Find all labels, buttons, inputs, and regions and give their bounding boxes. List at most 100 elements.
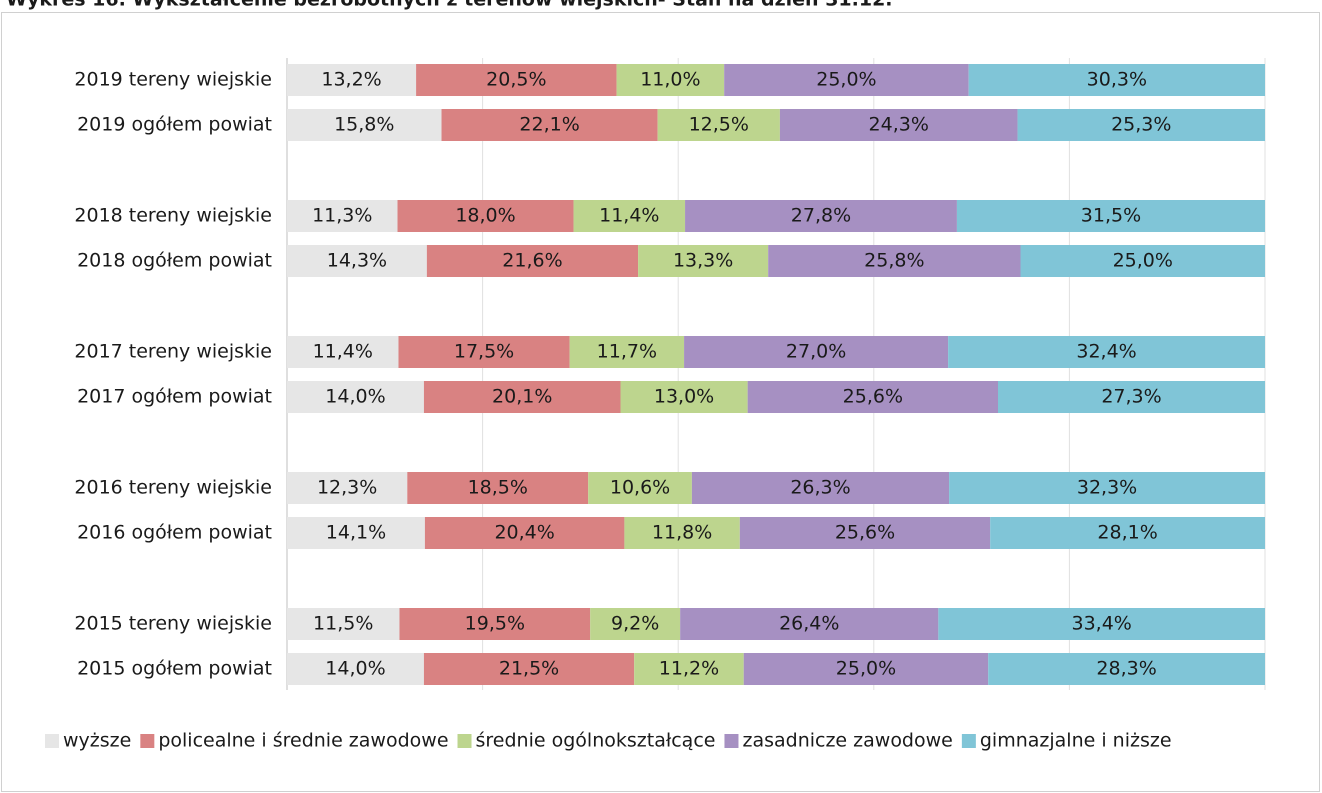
data-label: 11,3% (312, 205, 372, 227)
bar-segment (998, 381, 1265, 413)
bar-segment (398, 336, 570, 368)
bar-segment (287, 608, 400, 640)
bar-segment (287, 517, 425, 549)
data-label: 24,3% (869, 114, 929, 136)
legend-label: średnie ogólnokształcące (476, 730, 716, 752)
bar-segment (424, 517, 625, 549)
data-label: 20,5% (486, 69, 546, 91)
bar-segment (287, 64, 417, 96)
bar-segment (423, 381, 621, 413)
bar-segment (724, 64, 969, 96)
bar-segment (743, 653, 989, 685)
bar-segment (287, 381, 424, 413)
bar-segment (590, 608, 681, 640)
data-label: 21,5% (499, 658, 559, 680)
bar-segment (569, 336, 685, 368)
bar-segment (768, 245, 1021, 277)
bar-segment (990, 517, 1265, 549)
data-label: 13,3% (673, 250, 733, 272)
data-label: 20,1% (492, 386, 552, 408)
legend-label: gimnazjalne i niższe (980, 730, 1172, 752)
bar-segment (287, 472, 408, 504)
data-label: 14,3% (327, 250, 387, 272)
bar-segment (638, 245, 769, 277)
bar-segment (634, 653, 744, 685)
data-label: 17,5% (454, 341, 514, 363)
data-label: 13,2% (321, 69, 381, 91)
bar-segment (423, 653, 635, 685)
bar-segment (956, 200, 1265, 232)
bar-segment (573, 200, 686, 232)
bar-segment (680, 608, 939, 640)
legend-swatch (45, 734, 59, 748)
data-label: 26,4% (779, 613, 839, 635)
bar-segment (287, 200, 398, 232)
y-tick-label: 2018 ogółem powiat (77, 250, 272, 272)
data-label: 21,6% (502, 250, 562, 272)
data-label: 25,3% (1111, 114, 1171, 136)
legend-swatch (724, 734, 739, 748)
y-tick-label: 2016 ogółem powiat (77, 522, 272, 544)
data-label: 25,6% (835, 522, 895, 544)
bar-segment (287, 336, 399, 368)
data-label: 30,3% (1087, 69, 1147, 91)
y-tick-label: 2018 tereny wiejskie (74, 205, 272, 227)
data-label: 11,7% (597, 341, 657, 363)
bar-segment (779, 109, 1018, 141)
bar-segment (685, 200, 957, 232)
data-label: 14,0% (325, 386, 385, 408)
data-label: 20,4% (494, 522, 554, 544)
legend-swatch (457, 734, 472, 748)
data-label: 11,2% (659, 658, 719, 680)
bar-segment (691, 472, 950, 504)
bar-segment (441, 109, 658, 141)
chart-title: Wykres 16. Wykształcenie bezrobotnych z … (6, 0, 893, 11)
bar-segment (287, 653, 424, 685)
data-label: 25,6% (843, 386, 903, 408)
data-label: 19,5% (465, 613, 525, 635)
data-label: 27,3% (1101, 386, 1161, 408)
data-label: 10,6% (610, 477, 670, 499)
data-label: 11,0% (640, 69, 700, 91)
y-tick-label: 2019 tereny wiejskie (74, 69, 272, 91)
bar-segment (1017, 109, 1265, 141)
bar-segment (948, 336, 1265, 368)
data-label: 14,1% (326, 522, 386, 544)
y-tick-label: 2015 tereny wiejskie (74, 613, 272, 635)
bar-segment (397, 200, 574, 232)
data-label: 11,4% (599, 205, 659, 227)
data-label: 25,0% (816, 69, 876, 91)
data-label: 12,5% (689, 114, 749, 136)
data-label: 31,5% (1081, 205, 1141, 227)
bar-segment (739, 517, 991, 549)
data-label: 13,0% (654, 386, 714, 408)
bar-segment (287, 109, 442, 141)
bar-segment (624, 517, 740, 549)
data-label: 11,8% (652, 522, 712, 544)
bar-segment (1020, 245, 1265, 277)
bar-segment (426, 245, 639, 277)
bar-segment (747, 381, 999, 413)
bar-segment (588, 472, 692, 504)
data-label: 33,4% (1071, 613, 1131, 635)
data-label: 11,4% (313, 341, 373, 363)
bar-segment (657, 109, 780, 141)
data-label: 28,1% (1097, 522, 1157, 544)
bar-segment (968, 64, 1265, 96)
data-label: 27,8% (791, 205, 851, 227)
y-tick-label: 2015 ogółem powiat (77, 658, 272, 680)
y-tick-label: 2017 ogółem powiat (77, 386, 272, 408)
y-tick-label: 2016 tereny wiejskie (74, 477, 272, 499)
data-label: 25,0% (836, 658, 896, 680)
data-label: 32,4% (1076, 341, 1136, 363)
bar-segment (399, 608, 591, 640)
data-label: 18,5% (468, 477, 528, 499)
y-tick-label: 2017 tereny wiejskie (74, 341, 272, 363)
data-label: 32,3% (1077, 477, 1137, 499)
bar-segment (938, 608, 1265, 640)
data-label: 25,0% (1113, 250, 1173, 272)
data-label: 9,2% (611, 613, 659, 635)
data-label: 28,3% (1096, 658, 1156, 680)
